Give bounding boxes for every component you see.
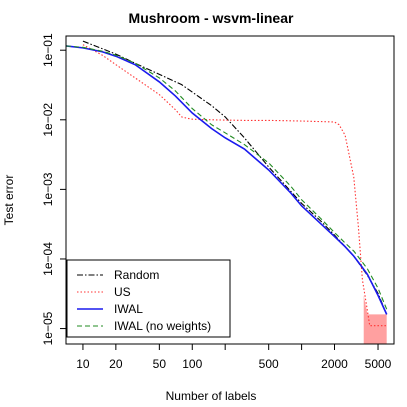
y-tick-label: 1e−02 — [41, 103, 55, 137]
plot-frame — [65, 35, 395, 345]
y-tick-label: 1e−05 — [41, 311, 55, 345]
series-line-2 — [66, 45, 388, 315]
x-tick-label: 5000 — [365, 357, 392, 371]
legend-label: Random — [114, 268, 159, 282]
x-axis-label: Number of labels — [166, 389, 257, 403]
y-tick-label: 1e−03 — [41, 172, 55, 206]
confidence-band-0 — [363, 295, 387, 344]
plot-area — [66, 40, 388, 344]
x-tick-label: 2000 — [321, 357, 348, 371]
legend-label: US — [114, 285, 131, 299]
x-tick-label: 500 — [259, 357, 279, 371]
y-tick-label: 1e−01 — [41, 33, 55, 67]
y-tick-label: 1e−04 — [41, 242, 55, 276]
x-tick-label: 10 — [76, 357, 90, 371]
legend-box — [66, 259, 231, 338]
legend-label: IWAL (no weights) — [114, 319, 211, 333]
x-tick-label: 20 — [109, 357, 123, 371]
legend-label: IWAL — [114, 302, 143, 316]
x-tick-label: 50 — [153, 357, 167, 371]
chart-title: Mushroom - wsvm-linear — [129, 10, 294, 26]
y-axis-label: Test error — [2, 175, 16, 226]
x-tick-label: 100 — [182, 357, 202, 371]
series-line-1 — [82, 44, 387, 327]
